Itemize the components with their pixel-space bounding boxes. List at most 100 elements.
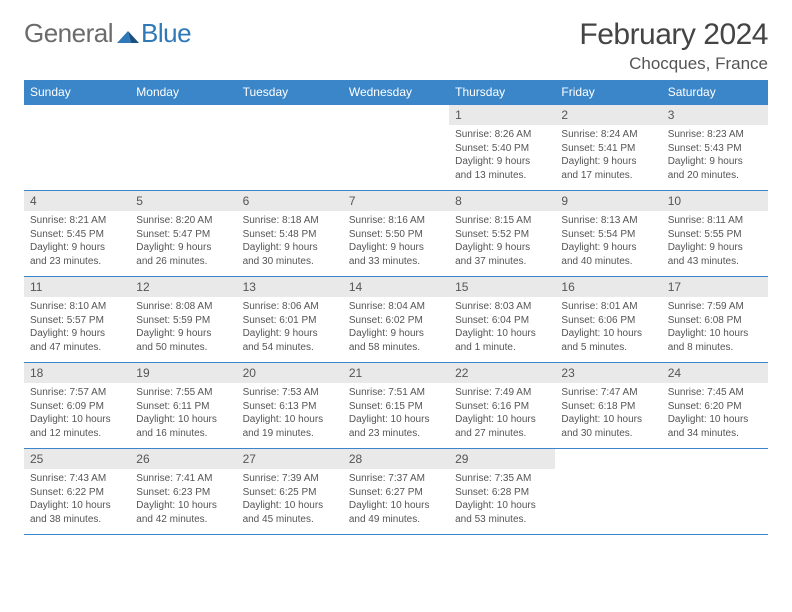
calendar-day-cell — [343, 105, 449, 191]
calendar-day-cell: 6Sunrise: 8:18 AMSunset: 5:48 PMDaylight… — [237, 191, 343, 277]
day-details: Sunrise: 7:57 AMSunset: 6:09 PMDaylight:… — [24, 383, 130, 444]
day-number: 20 — [237, 363, 343, 383]
calendar-day-cell: 21Sunrise: 7:51 AMSunset: 6:15 PMDayligh… — [343, 363, 449, 449]
weekday-header: Wednesday — [343, 80, 449, 105]
day-details: Sunrise: 8:20 AMSunset: 5:47 PMDaylight:… — [130, 211, 236, 272]
calendar-day-cell: 7Sunrise: 8:16 AMSunset: 5:50 PMDaylight… — [343, 191, 449, 277]
calendar-day-cell: 15Sunrise: 8:03 AMSunset: 6:04 PMDayligh… — [449, 277, 555, 363]
brand-part1: General — [24, 18, 113, 49]
day-details: Sunrise: 8:11 AMSunset: 5:55 PMDaylight:… — [662, 211, 768, 272]
day-number: 26 — [130, 449, 236, 469]
day-details: Sunrise: 8:04 AMSunset: 6:02 PMDaylight:… — [343, 297, 449, 358]
calendar-day-cell: 13Sunrise: 8:06 AMSunset: 6:01 PMDayligh… — [237, 277, 343, 363]
day-number: 25 — [24, 449, 130, 469]
day-details: Sunrise: 8:24 AMSunset: 5:41 PMDaylight:… — [555, 125, 661, 186]
day-details: Sunrise: 8:13 AMSunset: 5:54 PMDaylight:… — [555, 211, 661, 272]
day-number: 17 — [662, 277, 768, 297]
calendar-day-cell: 25Sunrise: 7:43 AMSunset: 6:22 PMDayligh… — [24, 449, 130, 535]
calendar-day-cell: 26Sunrise: 7:41 AMSunset: 6:23 PMDayligh… — [130, 449, 236, 535]
day-details: Sunrise: 8:10 AMSunset: 5:57 PMDaylight:… — [24, 297, 130, 358]
calendar-day-cell — [24, 105, 130, 191]
day-details: Sunrise: 7:41 AMSunset: 6:23 PMDaylight:… — [130, 469, 236, 530]
day-number: 10 — [662, 191, 768, 211]
day-number — [237, 105, 343, 111]
calendar-day-cell — [237, 105, 343, 191]
calendar-body: 1Sunrise: 8:26 AMSunset: 5:40 PMDaylight… — [24, 105, 768, 535]
day-number: 12 — [130, 277, 236, 297]
calendar-day-cell — [130, 105, 236, 191]
day-number: 15 — [449, 277, 555, 297]
day-details: Sunrise: 7:39 AMSunset: 6:25 PMDaylight:… — [237, 469, 343, 530]
day-number: 21 — [343, 363, 449, 383]
calendar-day-cell: 16Sunrise: 8:01 AMSunset: 6:06 PMDayligh… — [555, 277, 661, 363]
calendar-day-cell: 8Sunrise: 8:15 AMSunset: 5:52 PMDaylight… — [449, 191, 555, 277]
calendar-day-cell: 27Sunrise: 7:39 AMSunset: 6:25 PMDayligh… — [237, 449, 343, 535]
day-number: 28 — [343, 449, 449, 469]
calendar-day-cell: 4Sunrise: 8:21 AMSunset: 5:45 PMDaylight… — [24, 191, 130, 277]
calendar-day-cell: 23Sunrise: 7:47 AMSunset: 6:18 PMDayligh… — [555, 363, 661, 449]
day-details: Sunrise: 7:37 AMSunset: 6:27 PMDaylight:… — [343, 469, 449, 530]
calendar-day-cell: 29Sunrise: 7:35 AMSunset: 6:28 PMDayligh… — [449, 449, 555, 535]
weekday-header: Monday — [130, 80, 236, 105]
day-details: Sunrise: 8:06 AMSunset: 6:01 PMDaylight:… — [237, 297, 343, 358]
day-details: Sunrise: 8:03 AMSunset: 6:04 PMDaylight:… — [449, 297, 555, 358]
calendar-day-cell: 28Sunrise: 7:37 AMSunset: 6:27 PMDayligh… — [343, 449, 449, 535]
calendar-day-cell: 18Sunrise: 7:57 AMSunset: 6:09 PMDayligh… — [24, 363, 130, 449]
day-details: Sunrise: 7:43 AMSunset: 6:22 PMDaylight:… — [24, 469, 130, 530]
day-number: 29 — [449, 449, 555, 469]
brand-logo: General Blue — [24, 18, 191, 49]
calendar-day-cell: 19Sunrise: 7:55 AMSunset: 6:11 PMDayligh… — [130, 363, 236, 449]
day-details: Sunrise: 7:45 AMSunset: 6:20 PMDaylight:… — [662, 383, 768, 444]
day-number — [130, 105, 236, 111]
day-details: Sunrise: 8:08 AMSunset: 5:59 PMDaylight:… — [130, 297, 236, 358]
day-number: 13 — [237, 277, 343, 297]
day-number: 6 — [237, 191, 343, 211]
calendar-day-cell: 3Sunrise: 8:23 AMSunset: 5:43 PMDaylight… — [662, 105, 768, 191]
calendar-table: SundayMondayTuesdayWednesdayThursdayFrid… — [24, 80, 768, 535]
location-label: Chocques, France — [579, 54, 768, 74]
day-details: Sunrise: 8:26 AMSunset: 5:40 PMDaylight:… — [449, 125, 555, 186]
calendar-week-row: 25Sunrise: 7:43 AMSunset: 6:22 PMDayligh… — [24, 449, 768, 535]
day-number: 22 — [449, 363, 555, 383]
brand-part2: Blue — [141, 18, 191, 49]
day-number: 1 — [449, 105, 555, 125]
calendar-week-row: 18Sunrise: 7:57 AMSunset: 6:09 PMDayligh… — [24, 363, 768, 449]
calendar-day-cell: 1Sunrise: 8:26 AMSunset: 5:40 PMDaylight… — [449, 105, 555, 191]
calendar-day-cell: 9Sunrise: 8:13 AMSunset: 5:54 PMDaylight… — [555, 191, 661, 277]
day-details: Sunrise: 7:53 AMSunset: 6:13 PMDaylight:… — [237, 383, 343, 444]
day-details: Sunrise: 7:47 AMSunset: 6:18 PMDaylight:… — [555, 383, 661, 444]
calendar-day-cell: 24Sunrise: 7:45 AMSunset: 6:20 PMDayligh… — [662, 363, 768, 449]
day-number: 9 — [555, 191, 661, 211]
calendar-day-cell: 2Sunrise: 8:24 AMSunset: 5:41 PMDaylight… — [555, 105, 661, 191]
day-number: 5 — [130, 191, 236, 211]
day-details: Sunrise: 8:18 AMSunset: 5:48 PMDaylight:… — [237, 211, 343, 272]
day-number — [343, 105, 449, 111]
day-number — [555, 449, 661, 455]
day-number: 14 — [343, 277, 449, 297]
calendar-day-cell: 14Sunrise: 8:04 AMSunset: 6:02 PMDayligh… — [343, 277, 449, 363]
day-number: 3 — [662, 105, 768, 125]
calendar-day-cell — [662, 449, 768, 535]
day-number: 18 — [24, 363, 130, 383]
weekday-header: Sunday — [24, 80, 130, 105]
day-number: 7 — [343, 191, 449, 211]
day-number: 24 — [662, 363, 768, 383]
calendar-day-cell — [555, 449, 661, 535]
calendar-day-cell: 22Sunrise: 7:49 AMSunset: 6:16 PMDayligh… — [449, 363, 555, 449]
weekday-header: Tuesday — [237, 80, 343, 105]
day-number: 2 — [555, 105, 661, 125]
day-details: Sunrise: 8:15 AMSunset: 5:52 PMDaylight:… — [449, 211, 555, 272]
calendar-week-row: 1Sunrise: 8:26 AMSunset: 5:40 PMDaylight… — [24, 105, 768, 191]
day-number: 19 — [130, 363, 236, 383]
day-details: Sunrise: 7:51 AMSunset: 6:15 PMDaylight:… — [343, 383, 449, 444]
title-block: February 2024 Chocques, France — [579, 18, 768, 74]
day-number: 11 — [24, 277, 130, 297]
calendar-day-cell: 10Sunrise: 8:11 AMSunset: 5:55 PMDayligh… — [662, 191, 768, 277]
month-title: February 2024 — [579, 18, 768, 52]
day-details: Sunrise: 7:59 AMSunset: 6:08 PMDaylight:… — [662, 297, 768, 358]
day-number: 23 — [555, 363, 661, 383]
weekday-header: Saturday — [662, 80, 768, 105]
logo-triangle-icon — [117, 25, 139, 43]
day-details: Sunrise: 8:01 AMSunset: 6:06 PMDaylight:… — [555, 297, 661, 358]
day-number: 16 — [555, 277, 661, 297]
